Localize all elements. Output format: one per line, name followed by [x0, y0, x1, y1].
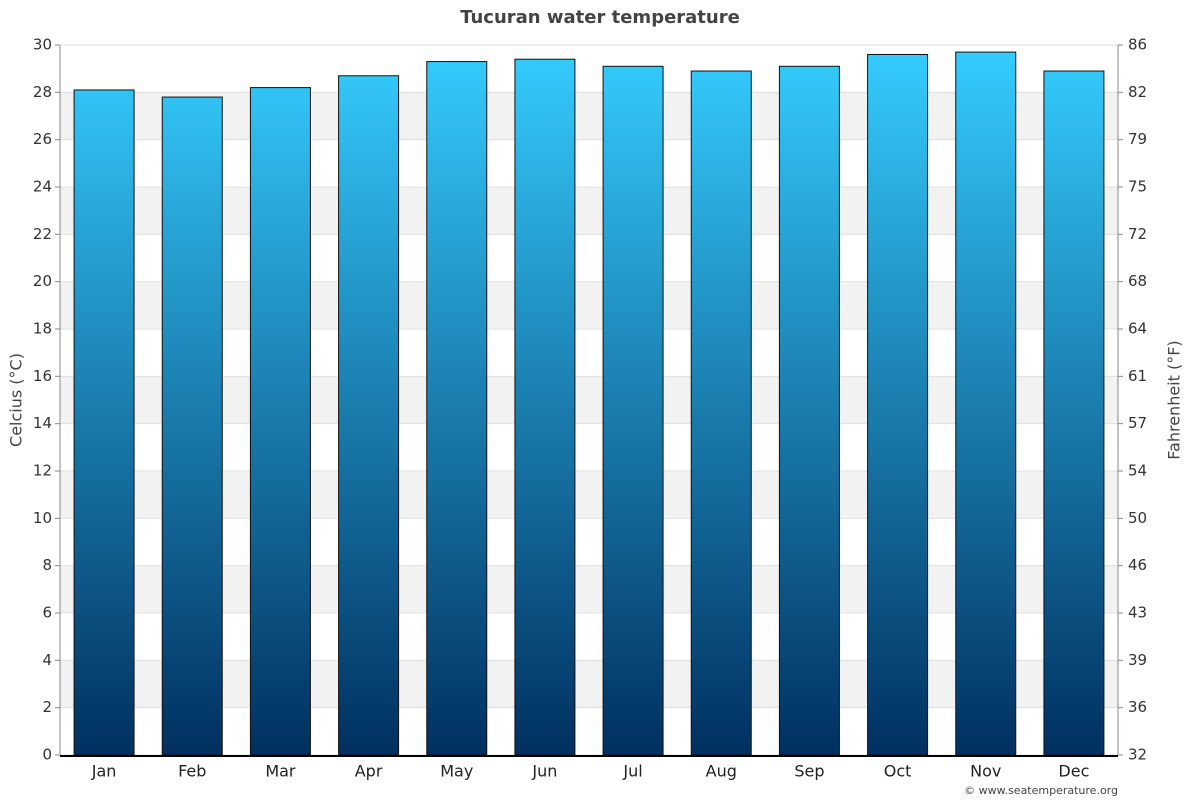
y-tick-label: 18: [33, 320, 52, 338]
y2-tick-label: 36: [1128, 698, 1147, 716]
y2-tick-label: 46: [1128, 556, 1147, 574]
y-tick-label: 10: [33, 509, 52, 527]
bar: [955, 51, 1017, 756]
x-tick-label: Oct: [884, 762, 912, 781]
y-tick-label: 14: [33, 414, 52, 432]
grid-stripe: [60, 92, 1118, 140]
chart-title: Tucuran water temperature: [460, 7, 740, 28]
y-tick-label: 16: [33, 367, 52, 385]
x-tick-label: Feb: [178, 762, 206, 781]
y2-tick-label: 68: [1128, 272, 1147, 290]
y2-tick-label: 57: [1128, 414, 1147, 432]
bar: [338, 75, 400, 756]
y2-tick-label: 72: [1128, 225, 1147, 243]
y2-tick-label: 86: [1128, 36, 1147, 54]
x-tick-label: Dec: [1058, 762, 1089, 781]
y-tick-label: 2: [42, 698, 52, 716]
x-tick-label: Jun: [531, 762, 557, 781]
y-tick-label: 20: [33, 272, 52, 290]
x-tick-label: Jan: [91, 762, 117, 781]
y-tick-label: 28: [33, 83, 52, 101]
bar: [161, 96, 223, 756]
y2-tick-label: 64: [1128, 320, 1147, 338]
x-tick-label: Mar: [265, 762, 296, 781]
y2-tick-label: 39: [1128, 651, 1147, 669]
y-tick-label: 24: [33, 178, 52, 196]
y2-tick-label: 54: [1128, 462, 1147, 480]
y-tick-label: 22: [33, 225, 52, 243]
grid-stripe: [60, 471, 1118, 519]
bar: [249, 87, 311, 756]
grid-stripe: [60, 660, 1118, 708]
y-axis-title: Celcius (°C): [7, 353, 26, 447]
y-tick-label: 8: [42, 556, 52, 574]
grid-stripe: [60, 281, 1118, 329]
x-tick-label: Nov: [970, 762, 1001, 781]
credit: © www.seatemperature.org: [964, 784, 1118, 797]
bar: [778, 65, 840, 756]
x-tick-label: Aug: [706, 762, 737, 781]
x-tick-label: May: [440, 762, 473, 781]
y-tick-label: 12: [33, 462, 52, 480]
y2-tick-label: 61: [1128, 367, 1147, 385]
y-tick-label: 0: [42, 746, 52, 764]
x-tick-label: Apr: [355, 762, 383, 781]
y2-tick-label: 43: [1128, 604, 1147, 622]
bar: [426, 61, 488, 756]
bar: [1043, 70, 1105, 756]
grid-stripe: [60, 376, 1118, 424]
bar: [690, 70, 752, 756]
y-tick-label: 30: [33, 36, 52, 54]
y-tick-label: 4: [42, 651, 52, 669]
grid-stripe: [60, 565, 1118, 613]
y-tick-label: 26: [33, 130, 52, 148]
x-tick-label: Jul: [622, 762, 642, 781]
y2-tick-label: 75: [1128, 178, 1147, 196]
y2-tick-label: 50: [1128, 509, 1147, 527]
y2-axis-title: Fahrenheit (°F): [1165, 340, 1184, 459]
grid-stripe: [60, 187, 1118, 235]
y2-tick-label: 82: [1128, 83, 1147, 101]
x-tick-label: Sep: [794, 762, 824, 781]
y2-tick-label: 32: [1128, 746, 1147, 764]
y2-tick-label: 79: [1128, 130, 1147, 148]
bar: [602, 65, 664, 756]
y-tick-label: 6: [42, 604, 52, 622]
bar: [73, 89, 135, 756]
bar: [514, 58, 576, 756]
bar: [867, 53, 929, 756]
